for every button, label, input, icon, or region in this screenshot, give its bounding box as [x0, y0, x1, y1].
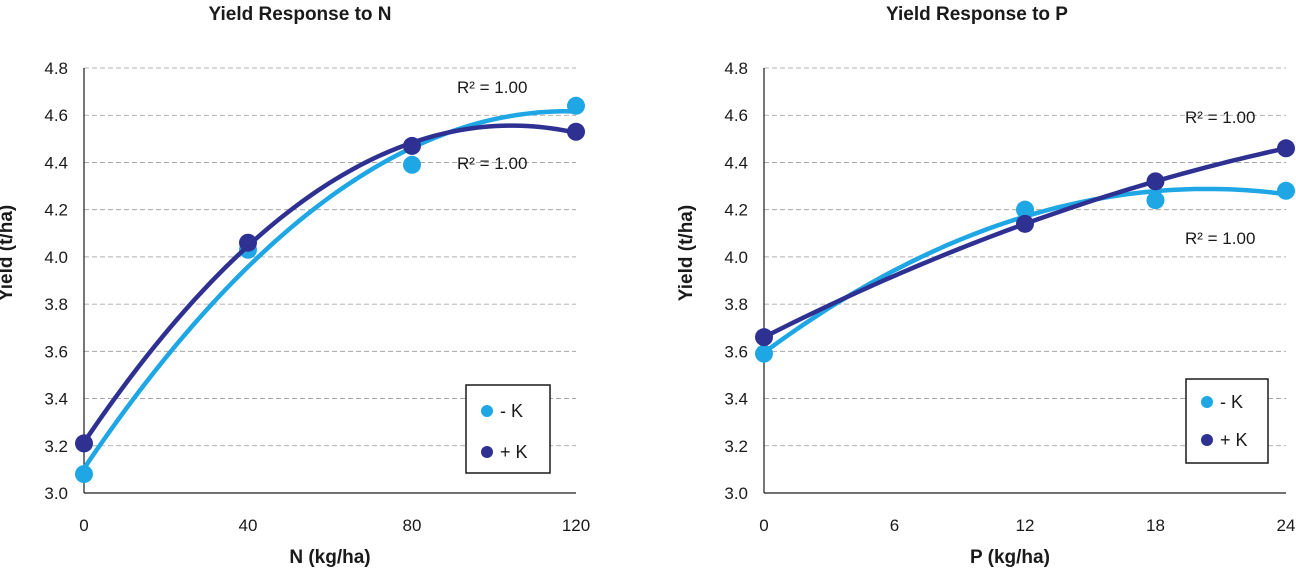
chart-n-curve-plus-k [81, 123, 579, 445]
chart-p-y-tick-label: 4.6 [724, 106, 748, 125]
chart-p-series-plus-k [755, 139, 1295, 347]
chart-n-y-tick-label: 3.2 [44, 437, 68, 456]
chart-p: Yield Response to P 3.0 3.2 3.4 3.6 3.8 4.0 4.… [676, 4, 1295, 568]
chart-n-point-minus-k [567, 96, 585, 115]
chart-p-y-tick-label: 4.2 [724, 201, 748, 220]
chart-p-r2-plus-k: R² = 1.00 [1185, 108, 1255, 127]
chart-n-x-tick-label: 0 [79, 516, 88, 535]
chart-p-point-plus-k [755, 328, 773, 347]
chart-p-y-tick-label: 3.2 [724, 437, 748, 456]
chart-n-y-tick-label: 3.8 [44, 295, 68, 314]
chart-p-y-tick-label: 4.4 [724, 153, 748, 172]
chart-n-legend-box [465, 384, 551, 474]
chart-p-y-tick-label: 3.0 [724, 484, 748, 503]
chart-p-point-minus-k [755, 344, 773, 363]
chart-p-legend-marker-minus-k [1201, 396, 1213, 408]
chart-p-series-minus-k [755, 181, 1295, 363]
chart-n-r2-plus-k: R² = 1.00 [457, 154, 527, 173]
chart-p-x-tick-label: 18 [1146, 516, 1165, 535]
chart-p-point-plus-k [1277, 139, 1295, 158]
chart-p-y-ticks: 3.0 3.2 3.4 3.6 3.8 4.0 4.2 4.4 4.6 4.8 [724, 59, 748, 503]
chart-n-point-plus-k [239, 233, 257, 252]
chart-n-y-label: Yield (t/ha) [0, 205, 17, 301]
chart-n-x-label: N (kg/ha) [289, 547, 370, 568]
chart-p-point-minus-k [1016, 200, 1034, 219]
chart-p-y-tick-label: 3.6 [724, 342, 748, 361]
chart-p-point-minus-k [1277, 181, 1295, 200]
chart-p-x-tick-label: 24 [1277, 516, 1296, 535]
chart-p-x-ticks: 0 6 12 18 24 [759, 516, 1295, 535]
chart-n-point-plus-k [75, 434, 93, 453]
chart-n-y-tick-label: 3.4 [44, 390, 68, 409]
chart-n-r2-minus-k: R² = 1.00 [457, 78, 527, 97]
chart-p-y-tick-label: 3.4 [724, 390, 748, 409]
chart-n-x-tick-label: 80 [403, 516, 422, 535]
chart-n-y-tick-label: 4.6 [44, 106, 68, 125]
chart-p-title: Yield Response to P [886, 4, 1068, 25]
chart-p-legend-label-plus-k: + K [1220, 430, 1248, 450]
chart-n-point-plus-k [403, 136, 421, 155]
chart-n-y-tick-label: 4.4 [44, 153, 68, 172]
chart-n-legend-label-plus-k: + K [500, 442, 528, 462]
chart-p-y-tick-label: 4.8 [724, 59, 748, 78]
chart-n-x-tick-label: 120 [562, 516, 590, 535]
chart-p-y-tick-label: 3.8 [724, 295, 748, 314]
chart-p-y-tick-label: 4.0 [724, 248, 748, 267]
chart-p-x-tick-label: 0 [759, 516, 768, 535]
chart-p-legend-label-minus-k: - K [1220, 392, 1243, 412]
chart-n-y-tick-label: 4.0 [44, 248, 68, 267]
chart-n-x-tick-label: 40 [239, 516, 258, 535]
chart-n-y-tick-label: 4.2 [44, 201, 68, 220]
chart-p-r2-minus-k: R² = 1.00 [1185, 229, 1255, 248]
chart-n-x-ticks: 0 40 80 120 [79, 516, 590, 535]
chart-n-legend-marker-minus-k [481, 405, 493, 417]
chart-p-point-plus-k [1146, 172, 1165, 191]
chart-p-x-label: P (kg/ha) [970, 547, 1050, 568]
chart-p-y-label: Yield (t/ha) [676, 205, 697, 301]
chart-p-legend-marker-plus-k [1201, 434, 1213, 446]
chart-n-series-plus-k [75, 122, 585, 453]
chart-n-legend: - K + K [465, 384, 551, 474]
chart-p-legend-box [1185, 378, 1269, 464]
chart-n-y-tick-label: 4.8 [44, 59, 68, 78]
chart-p-x-tick-label: 12 [1016, 516, 1035, 535]
chart-n-y-tick-label: 3.0 [44, 484, 68, 503]
chart-n-point-minus-k [403, 155, 421, 174]
chart-n-y-tick-label: 3.6 [44, 342, 68, 361]
chart-p-legend: - K + K [1185, 378, 1269, 464]
chart-p-point-plus-k [1016, 214, 1034, 233]
chart-p-x-tick-label: 6 [890, 516, 899, 535]
chart-p-point-minus-k [1146, 191, 1165, 210]
chart-n-point-plus-k [567, 122, 585, 141]
chart-n-legend-marker-plus-k [481, 446, 493, 458]
chart-n-y-ticks: 3.0 3.2 3.4 3.6 3.8 4.0 4.2 4.4 4.6 4.8 [44, 59, 68, 503]
chart-n: Yield Response to N 3.0 3.2 3.4 3.6 3.8 4.0 4.… [0, 4, 590, 568]
chart-n-title: Yield Response to N [209, 4, 392, 25]
chart-n-point-minus-k [75, 465, 93, 484]
chart-n-curve-minus-k [81, 109, 579, 471]
chart-n-legend-label-minus-k: - K [500, 401, 523, 421]
